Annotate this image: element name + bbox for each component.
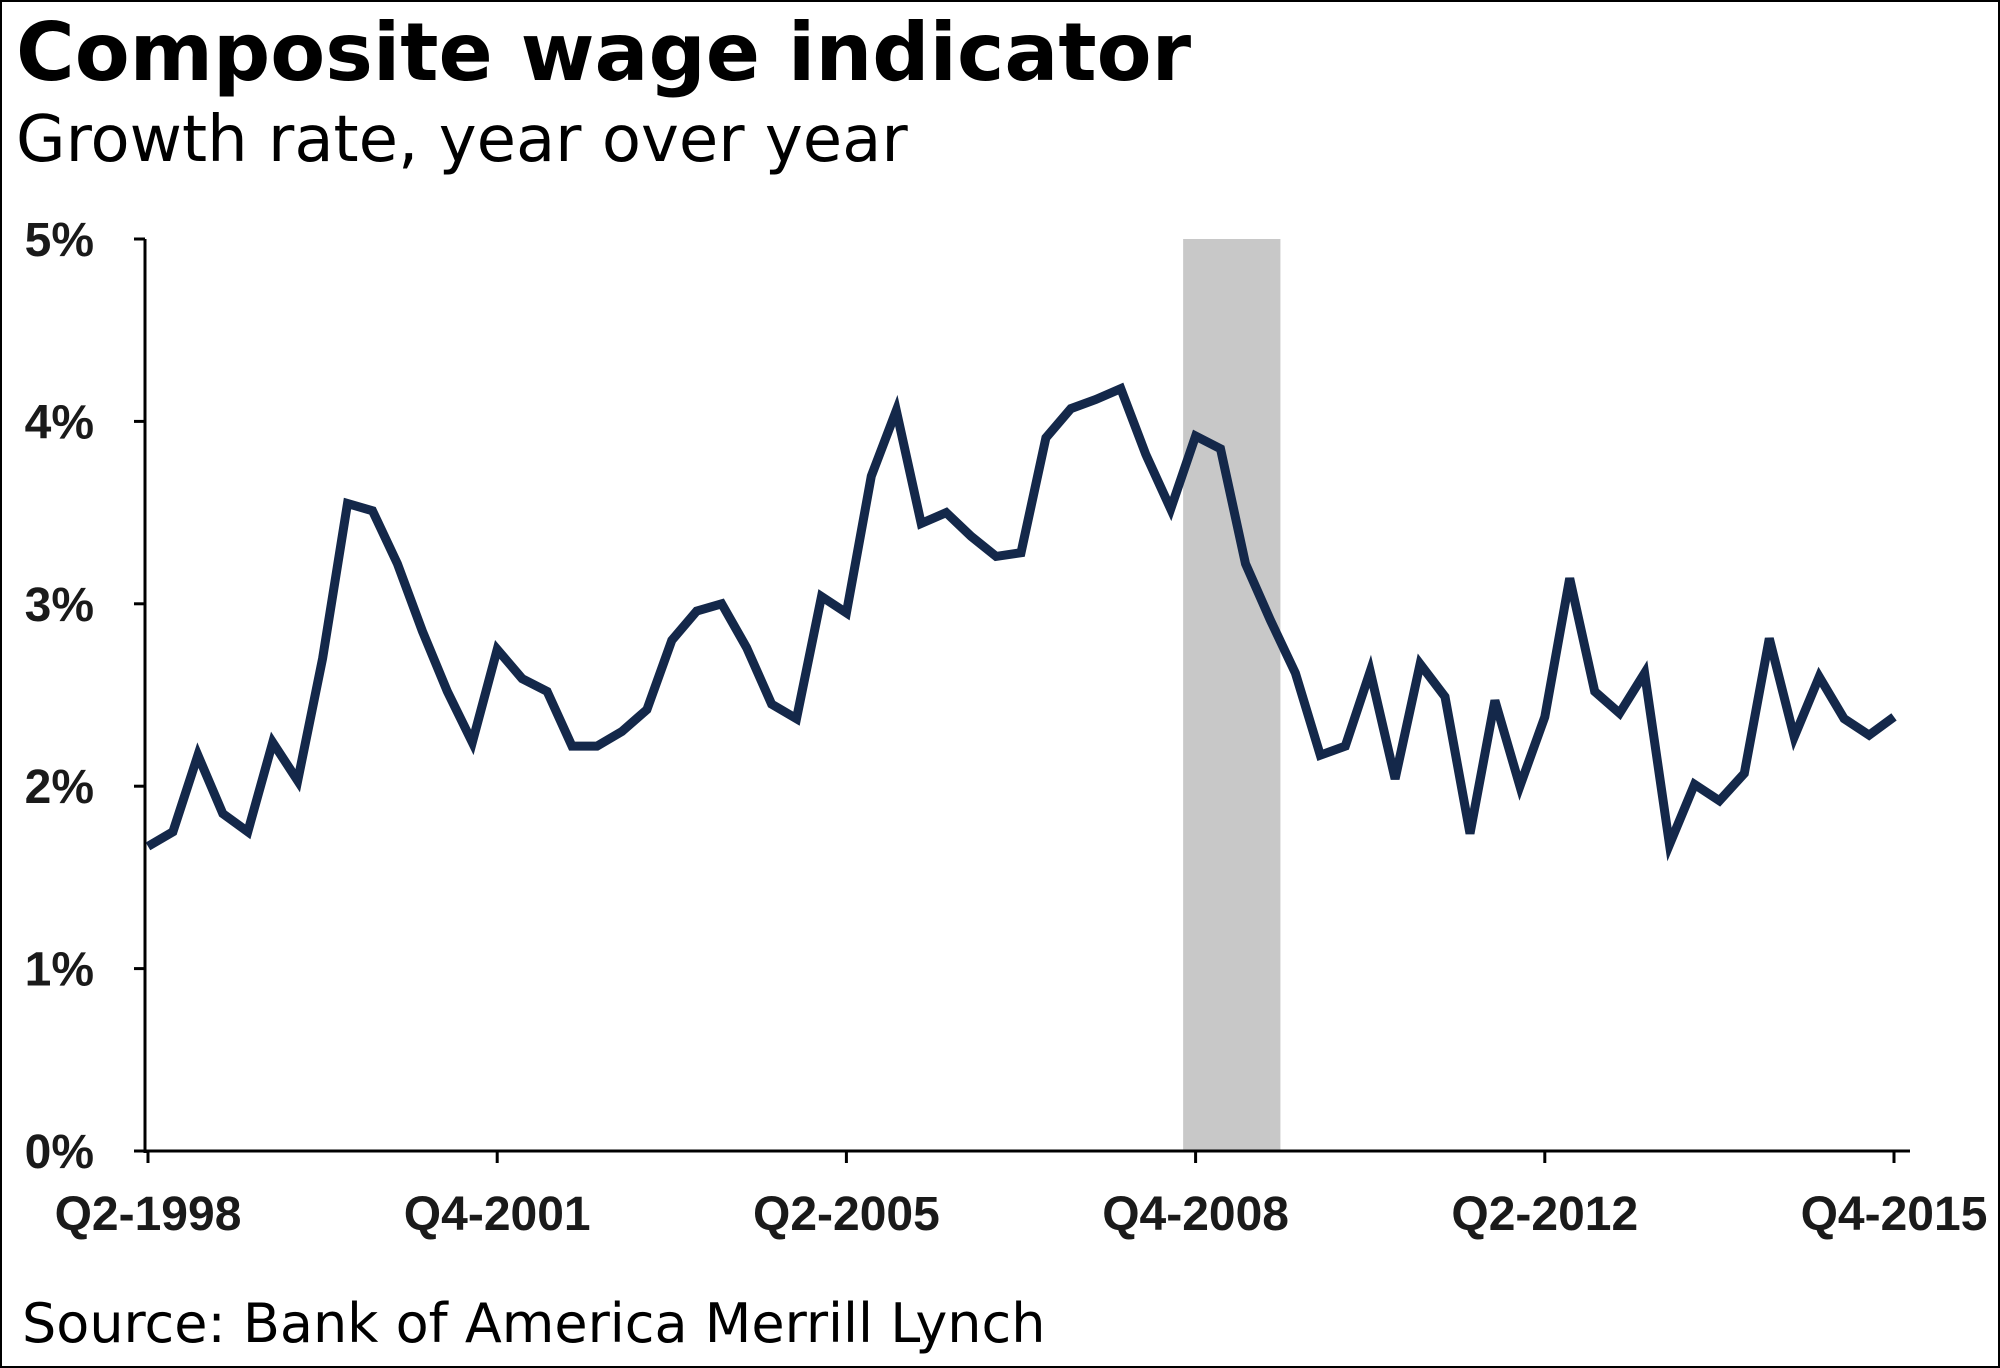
data-point — [1416, 660, 1424, 668]
y-tick-label: 1% — [25, 944, 94, 997]
data-point — [1241, 560, 1249, 568]
x-tick-label: Q4-2001 — [404, 1188, 591, 1241]
data-point — [668, 636, 676, 644]
data-point — [1616, 709, 1624, 717]
data-point — [1790, 733, 1798, 741]
data-point — [1666, 841, 1674, 849]
data-point — [1815, 673, 1823, 681]
data-point — [1192, 432, 1200, 440]
data-point — [443, 687, 451, 695]
data-point — [1042, 434, 1050, 442]
data-point — [1865, 731, 1873, 739]
data-point — [1117, 385, 1125, 393]
data-point — [1740, 769, 1748, 777]
x-tick-label: Q4-2015 — [1801, 1188, 1988, 1241]
y-tick-label: 3% — [25, 579, 94, 632]
data-point — [743, 644, 751, 652]
data-point — [917, 520, 925, 528]
data-point — [1641, 669, 1649, 677]
x-tick-label: Q2-2005 — [753, 1188, 940, 1241]
y-tick-label: 0% — [25, 1126, 94, 1179]
data-point — [568, 742, 576, 750]
data-point — [1142, 450, 1150, 458]
data-point — [1217, 445, 1225, 453]
data-point — [1316, 751, 1324, 759]
data-point — [1067, 405, 1075, 413]
data-point — [319, 655, 327, 663]
data-point — [1017, 549, 1025, 557]
series-line — [145, 382, 1897, 862]
data-point — [269, 738, 277, 746]
data-point — [793, 715, 801, 723]
data-point — [518, 675, 526, 683]
data-point — [867, 472, 875, 480]
data-point — [718, 600, 726, 608]
data-point — [1566, 574, 1574, 582]
data-point — [1266, 616, 1274, 624]
source-note: Source: Bank of America Merrill Lynch — [22, 1292, 1046, 1355]
data-point — [169, 828, 177, 836]
chart-title: Composite wage indicator — [16, 6, 1192, 99]
data-point — [817, 593, 825, 601]
x-tick-label: Q2-2012 — [1451, 1188, 1638, 1241]
data-point — [1466, 830, 1474, 838]
data-point — [992, 552, 1000, 560]
data-point — [643, 706, 651, 714]
data-point — [543, 687, 551, 695]
data-point — [1765, 634, 1773, 642]
chart-subtitle: Growth rate, year over year — [16, 103, 908, 177]
data-point — [144, 842, 152, 850]
data-point — [1890, 713, 1898, 721]
data-point — [368, 507, 376, 515]
data-point — [1541, 713, 1549, 721]
data-point — [493, 645, 501, 653]
data-point — [294, 777, 302, 785]
data-point — [344, 499, 352, 507]
data-point — [244, 828, 252, 836]
data-point — [1291, 669, 1299, 677]
recession-band — [1183, 239, 1281, 1151]
data-point — [1167, 505, 1175, 513]
data-point — [418, 627, 426, 635]
data-point — [468, 738, 476, 746]
data-point — [1491, 696, 1499, 704]
data-point — [1690, 780, 1698, 788]
data-point — [1366, 667, 1374, 675]
x-tick-label: Q4-2008 — [1102, 1188, 1289, 1241]
data-point — [194, 751, 202, 759]
data-point — [967, 532, 975, 540]
data-point — [1391, 775, 1399, 783]
y-tick-label: 2% — [25, 761, 94, 814]
data-point — [892, 406, 900, 414]
data-point — [1591, 687, 1599, 695]
data-point — [768, 700, 776, 708]
data-point — [842, 609, 850, 617]
data-point — [1516, 782, 1524, 790]
data-point — [1840, 715, 1848, 723]
data-point — [1092, 396, 1100, 404]
data-point — [693, 607, 701, 615]
x-tick-label: Q2-1998 — [55, 1188, 242, 1241]
data-point — [1715, 797, 1723, 805]
y-tick-label: 4% — [25, 396, 94, 449]
data-point — [1441, 693, 1449, 701]
y-tick-label: 5% — [25, 214, 94, 267]
line-chart: 0% 1% 2% 3% 4% 5% Q2-1998 Q4-2001 Q2-2005 Q4-2008… — [25, 214, 1988, 1241]
data-point — [1341, 742, 1349, 750]
data-point — [593, 742, 601, 750]
data-point — [393, 560, 401, 568]
data-point — [219, 810, 227, 818]
data-point — [618, 727, 626, 735]
data-point — [942, 509, 950, 517]
